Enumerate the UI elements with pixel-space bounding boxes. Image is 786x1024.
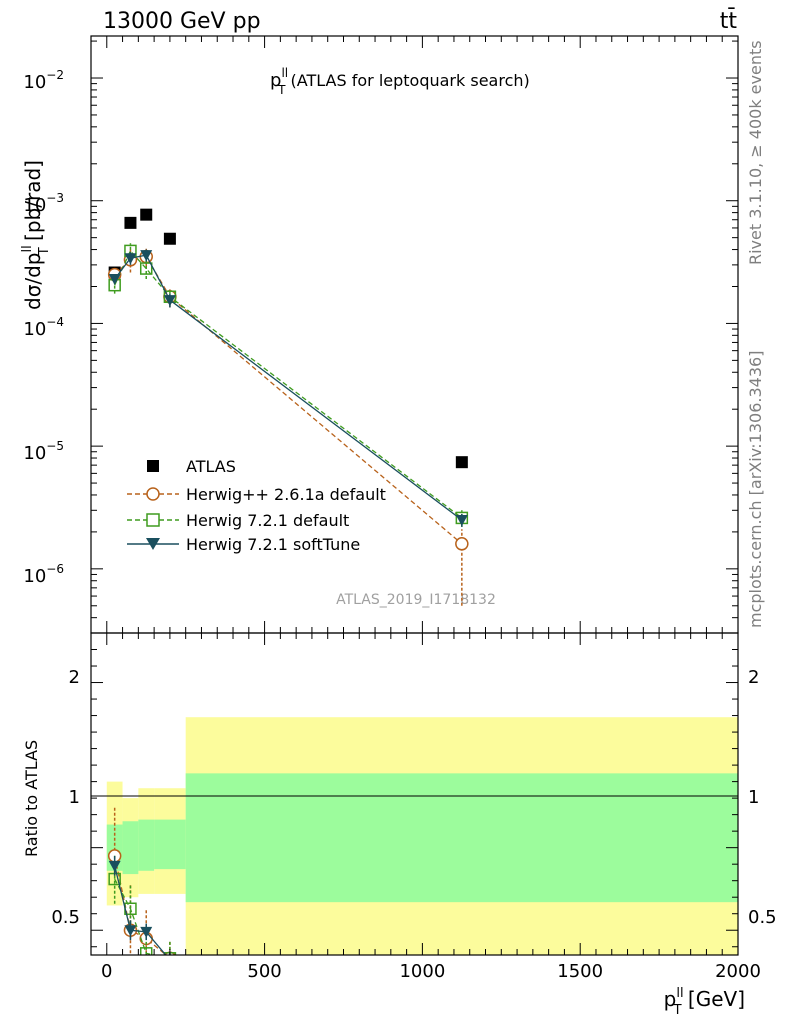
analysis-watermark: ATLAS_2019_I1718132 xyxy=(336,592,496,608)
main-y-tick-label-1e-6: 10−6 xyxy=(23,562,64,587)
main-herwig-7-2-1-softtune-point-0 xyxy=(108,274,121,286)
ratio-y-tick-label-0.5-left: 0.5 xyxy=(51,907,80,928)
plot-title: pll T (ATLAS for leptoquark search) xyxy=(270,66,530,97)
legend: ATLAS Herwig++ 2.6.1a default Herwig 7.2… xyxy=(127,457,386,554)
main-herwig-7-2-1-softtune-line xyxy=(114,254,463,521)
ratio-y-tick-label-0.5-right: 0.5 xyxy=(748,907,777,928)
ratio-plot-frame xyxy=(90,632,739,956)
x-axis-label: pll T [GeV] xyxy=(664,986,745,1018)
x-label-sup: ll xyxy=(676,986,683,1001)
main-atlas-point-2 xyxy=(140,208,153,221)
legend-label-softtune: Herwig 7.2.1 softTune xyxy=(186,535,360,554)
main-atlas-point-3 xyxy=(163,232,176,245)
main-y-axis-label: dσ/dpll T [pb/rad] xyxy=(20,160,52,310)
main-y-label-sup: ll xyxy=(20,245,35,252)
ratio-y-tick-label-1-left: 1 xyxy=(69,787,80,808)
x-label-main: p xyxy=(664,987,677,1011)
legend-marker-herwig721 xyxy=(146,513,160,527)
main-y-label-part1: dσ/dp xyxy=(21,253,45,311)
ratio-y-tick-label-1-right: 1 xyxy=(748,787,759,808)
x-tick-label-2000: 2000 xyxy=(715,961,761,982)
legend-marker-softtune xyxy=(146,538,160,550)
process-label: tt̄ xyxy=(720,8,738,34)
x-label-sub: T xyxy=(673,1003,682,1018)
x-tick-label-500: 500 xyxy=(247,961,281,982)
plot-title-sub: T xyxy=(277,83,286,97)
main-herwig-7-2-1-softtune-point-2 xyxy=(140,250,153,262)
main-y-tick-labels: 10−6 10−5 10−4 10−3 10−2 xyxy=(23,68,64,587)
ratio-y-axis-label: Ratio to ATLAS xyxy=(22,740,41,857)
main-y-label-sub: T xyxy=(37,247,52,256)
x-tick-label-1500: 1500 xyxy=(557,961,603,982)
main-y-tick-label-1e-2: 10−2 xyxy=(23,68,64,93)
ratio-herwig-7-2-1-softtune-line xyxy=(114,865,167,955)
ratio-herwig-7-2-1-softtune-point-0 xyxy=(108,860,121,872)
x-tick-label-0: 0 xyxy=(101,961,112,982)
x-tick-labels: 0 500 1000 1500 2000 xyxy=(101,961,761,982)
main-herwig-7-2-1-softtune-point-4 xyxy=(455,515,468,527)
ratio-uncertainty-bands xyxy=(106,717,738,955)
energy-label: 13000 GeV pp xyxy=(103,9,261,34)
ratio-herwig-2-6-1a-default-line xyxy=(114,855,167,955)
main-plot-series xyxy=(107,208,469,606)
ratio-y-tick-label-2-right: 2 xyxy=(748,667,759,688)
legend-label-atlas: ATLAS xyxy=(186,457,236,476)
main-y-tick-label-1e-3: 10−3 xyxy=(23,191,64,216)
rivet-version-label: Rivet 3.1.10, ≥ 400k events xyxy=(746,40,765,265)
ratio-y-tick-labels: 0.5 1 2 0.5 1 2 xyxy=(51,667,776,928)
main-y-tick-label-1e-4: 10−4 xyxy=(23,315,64,340)
main-herwig-2-6-1a-default-point-4 xyxy=(455,537,469,551)
plot-title-sup: ll xyxy=(281,66,288,80)
ratio-herwig-7-2-1-softtune-point-2 xyxy=(140,926,153,938)
ratio-series-2 xyxy=(108,855,176,955)
axis-ticks xyxy=(90,36,739,955)
ratio-herwig-7-2-1-default-point-2 xyxy=(139,947,153,955)
ratio-y-tick-label-2-left: 2 xyxy=(69,667,80,688)
main-atlas-point-1 xyxy=(124,216,137,229)
x-label-unit: [GeV] xyxy=(682,987,745,1011)
legend-entry-softtune: Herwig 7.2.1 softTune xyxy=(127,535,360,554)
legend-marker-atlas xyxy=(147,460,159,472)
main-herwig-7-2-1-default-point-2 xyxy=(139,262,153,275)
ratio-inner-band-1 xyxy=(122,821,139,875)
main-herwig-2-6-1a-default-line xyxy=(114,255,463,545)
plot-title-rest: (ATLAS for leptoquark search) xyxy=(285,71,529,90)
main-herwig-7-2-1-default-line xyxy=(114,249,463,519)
ratio-inner-band-3 xyxy=(154,819,186,870)
ratio-herwig-7-2-1-softtune-point-3 xyxy=(163,954,176,955)
main-series-3 xyxy=(108,249,468,527)
ratio-inner-band-2 xyxy=(138,819,155,871)
legend-label-herwig721: Herwig 7.2.1 default xyxy=(186,511,349,530)
legend-entry-herwig721: Herwig 7.2.1 default xyxy=(127,511,349,530)
legend-entry-herwigpp: Herwig++ 2.6.1a default xyxy=(127,485,386,504)
main-atlas-point-4 xyxy=(455,456,468,469)
main-y-tick-label-1e-5: 10−5 xyxy=(23,439,64,464)
main-series-0 xyxy=(108,208,468,469)
ratio-inner-band-4 xyxy=(185,773,738,903)
legend-entry-atlas: ATLAS xyxy=(147,457,236,476)
legend-marker-herwigpp xyxy=(146,487,160,501)
main-y-label-unit: [pb/rad] xyxy=(21,160,45,247)
plot-title-main: p xyxy=(270,70,281,91)
main-herwig-7-2-1-softtune-point-3 xyxy=(163,295,176,307)
mcplots-label: mcplots.cern.ch [arXiv:1306.3436] xyxy=(746,351,765,628)
legend-label-herwigpp: Herwig++ 2.6.1a default xyxy=(186,485,386,504)
main-herwig-7-2-1-softtune-point-1 xyxy=(124,253,137,265)
ratio-herwig-7-2-1-softtune-point-1 xyxy=(124,925,137,937)
x-tick-label-1000: 1000 xyxy=(399,961,445,982)
